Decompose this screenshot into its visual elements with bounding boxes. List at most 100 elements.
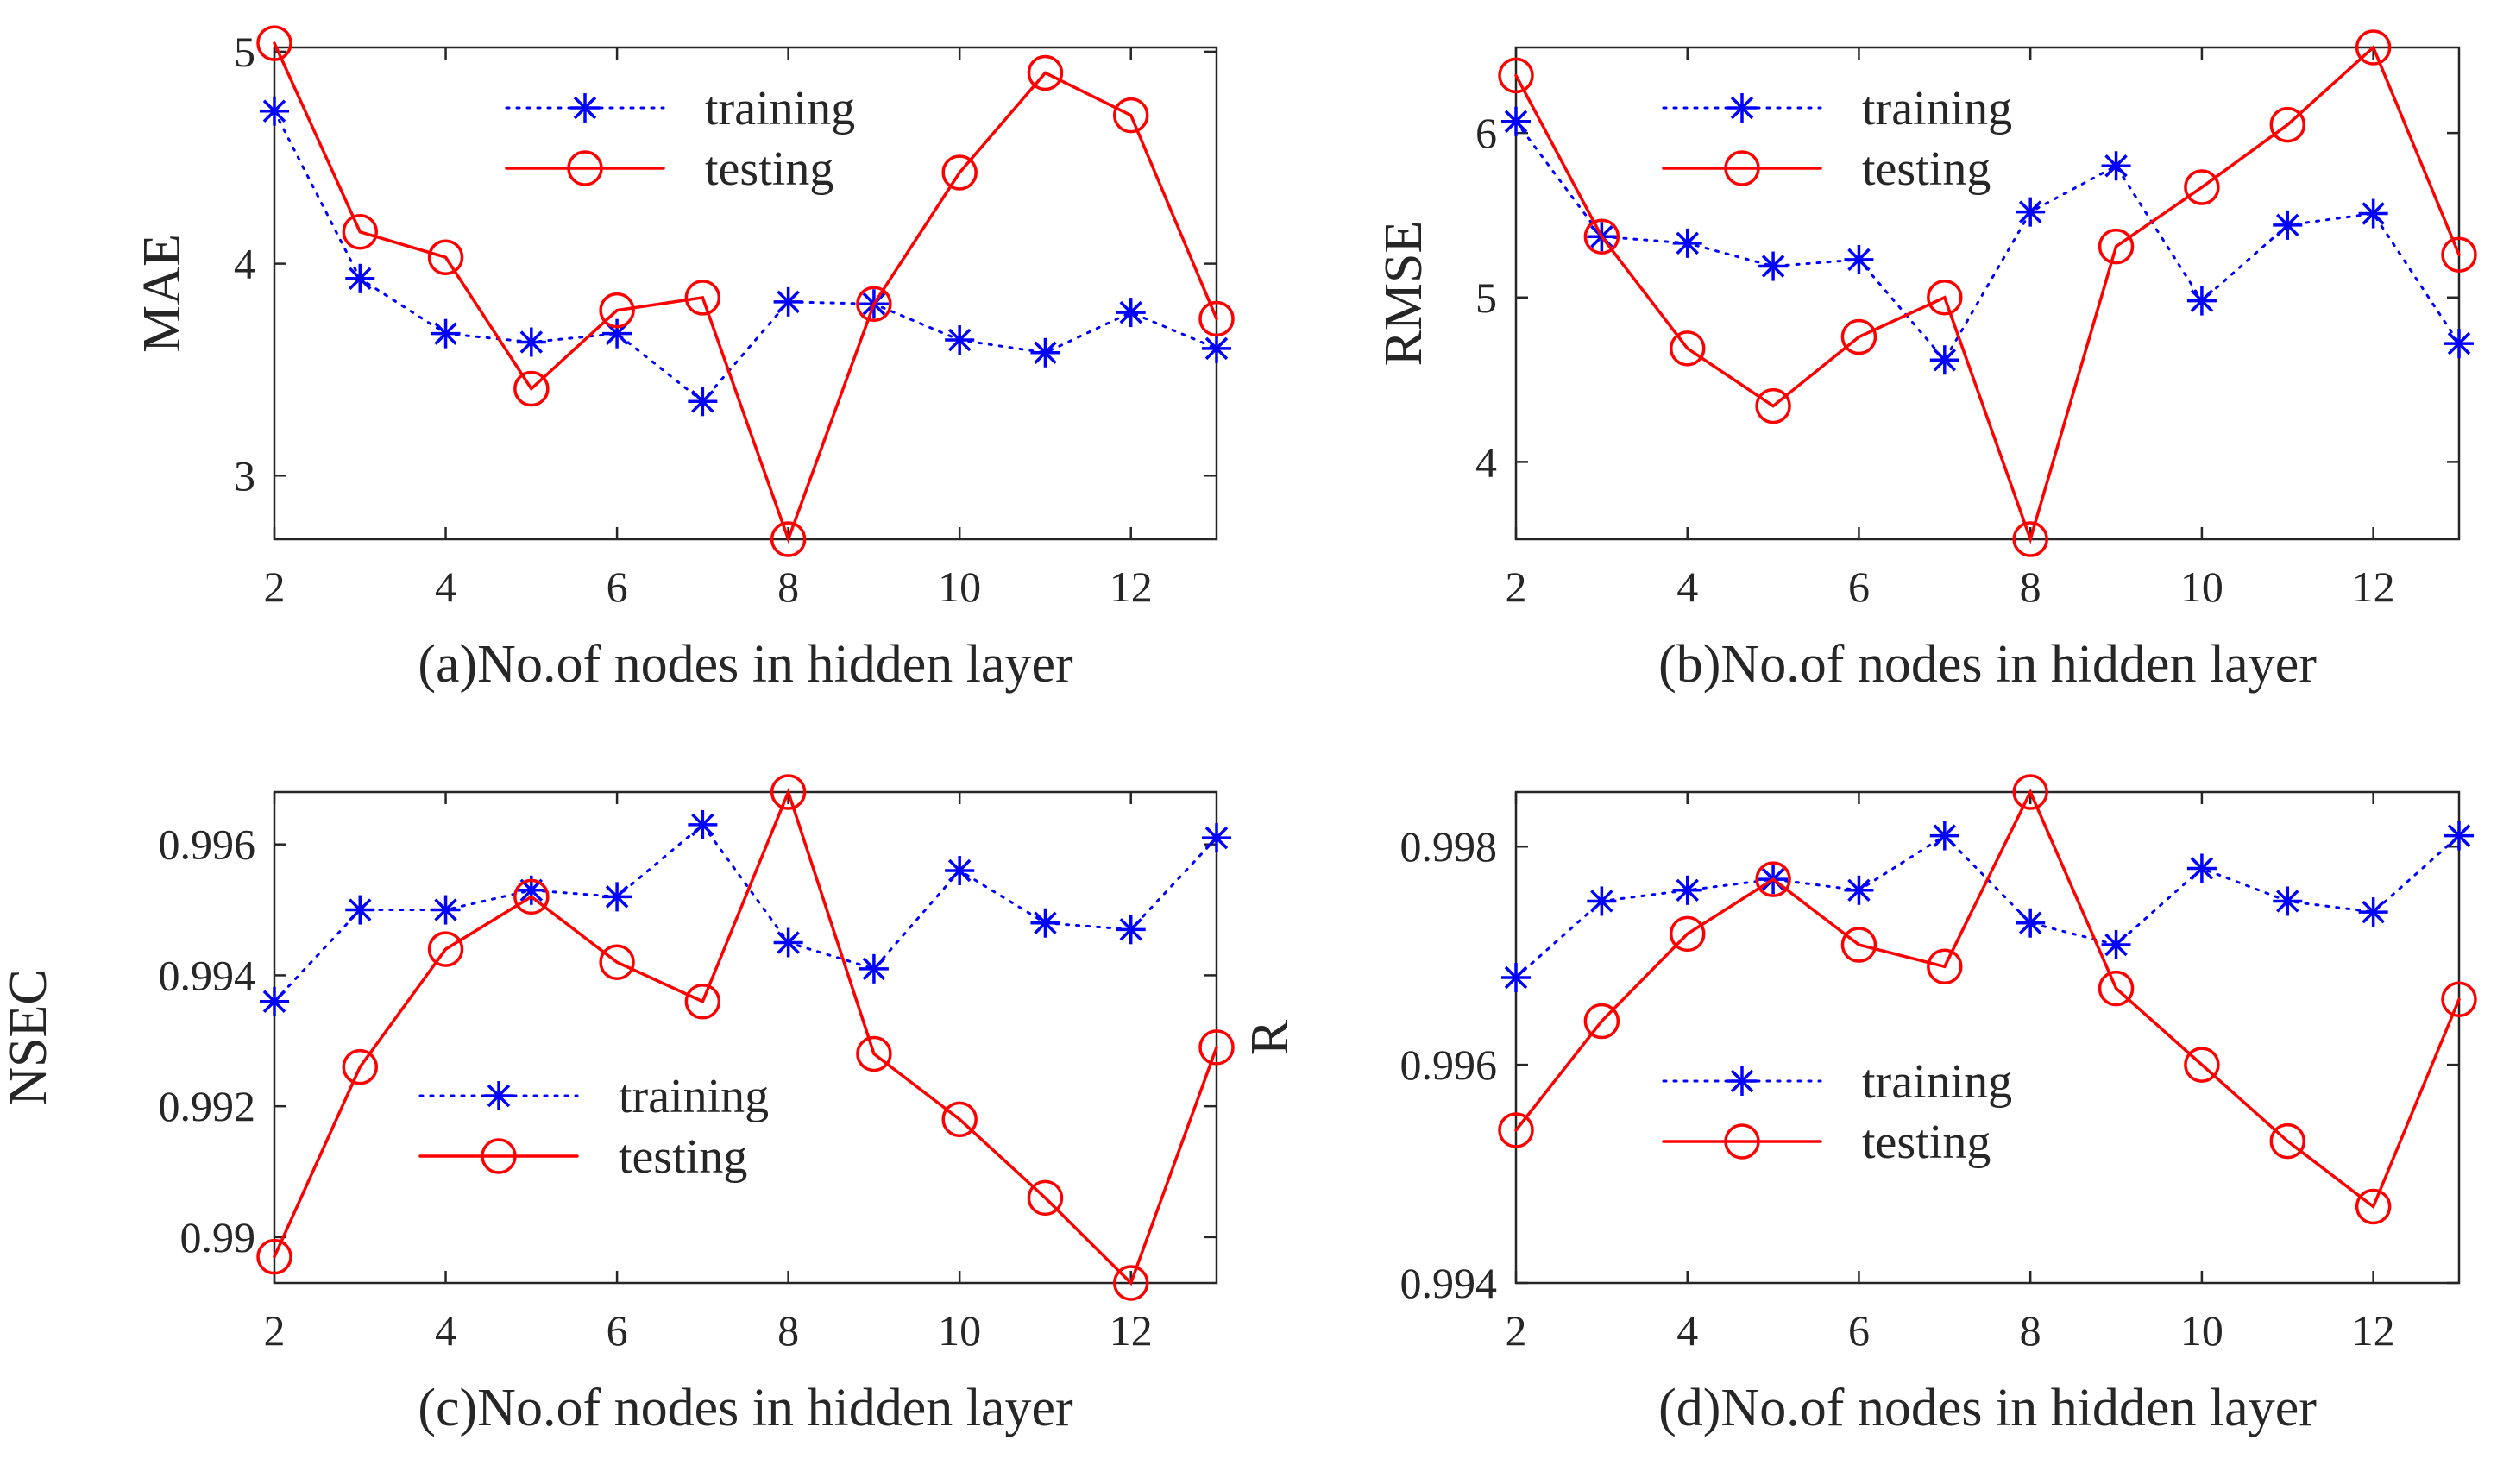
data-point-testing — [342, 1048, 379, 1085]
data-point-training — [2444, 329, 2474, 359]
data-point-testing — [1112, 97, 1149, 134]
data-point-training — [1202, 823, 1231, 853]
y-tick-label: 0.996 — [159, 821, 256, 869]
data-point-testing — [1198, 1029, 1235, 1066]
data-point-training — [1030, 908, 1060, 938]
x-tick-label: 8 — [777, 1306, 799, 1355]
chart-panel-a: 2 4 6 8 10 12 3 4 5 (a)No.of nodes in hidden laye… — [133, 25, 1235, 694]
x-tick-label: 12 — [1110, 563, 1153, 611]
data-point-training — [1672, 228, 1702, 258]
data-point-testing — [2012, 521, 2048, 557]
legend-marker-training — [484, 1081, 513, 1110]
data-point-testing — [427, 931, 464, 967]
chart-panel-b: 2 4 6 8 10 12 4 5 6 (b)No.of nodes in hidden laye… — [1374, 29, 2477, 694]
series-line-testing — [273, 787, 1218, 1286]
legend-marker-testing — [481, 1138, 517, 1174]
series-line-testing — [1514, 788, 2461, 1210]
data-point-testing — [2441, 236, 2477, 273]
data-point-training — [516, 327, 546, 357]
data-point-testing — [513, 370, 550, 407]
y-tick-label: 4 — [234, 240, 255, 288]
chart-panel-d: 2 4 6 8 10 12 0.994 0.996 0.998 (d)No.of nodes in… — [1241, 774, 2477, 1437]
data-point-testing — [1583, 1003, 1620, 1040]
data-point-training — [2186, 853, 2217, 883]
plot-area-frame — [273, 46, 1218, 541]
x-axis-label: (b)No.of nodes in hidden layer — [1658, 635, 2317, 694]
x-tick-label: 6 — [1848, 1306, 1870, 1355]
x-axis-label: (c)No.of nodes in hidden layer — [418, 1379, 1073, 1437]
data-point-testing — [1755, 861, 1791, 897]
data-point-training — [2273, 210, 2303, 240]
data-point-training — [345, 263, 375, 293]
data-point-testing — [770, 521, 807, 557]
data-point-training — [1929, 821, 1959, 851]
y-tick-label: 5 — [1475, 274, 1497, 322]
data-point-training — [1844, 244, 1874, 274]
data-point-training — [1030, 337, 1060, 368]
legend: training testing — [505, 82, 855, 196]
data-point-training — [431, 318, 461, 349]
data-point-testing — [2012, 774, 2048, 810]
data-point-training — [945, 325, 975, 355]
y-axis-label: MAE — [133, 234, 192, 353]
data-point-testing — [1112, 1265, 1149, 1301]
data-point-testing — [1027, 54, 1064, 91]
data-point-testing — [256, 1238, 292, 1275]
data-point-training — [2273, 886, 2303, 916]
data-point-testing — [342, 214, 379, 250]
legend: training testing — [418, 1070, 769, 1184]
data-point-training — [602, 882, 632, 912]
x-tick-label: 6 — [607, 1306, 628, 1355]
data-point-testing — [684, 280, 721, 316]
data-point-testing — [2184, 169, 2220, 205]
data-point-testing — [684, 984, 721, 1020]
x-tick-label: 2 — [1506, 563, 1527, 611]
data-point-testing — [1840, 318, 1877, 355]
y-tick-label: 0.998 — [1400, 822, 1498, 871]
data-point-testing — [1498, 1112, 1534, 1148]
legend-label-testing: testing — [619, 1130, 747, 1184]
x-tick-label: 2 — [264, 1306, 286, 1355]
data-point-testing — [2441, 981, 2477, 1017]
data-point-testing — [2355, 1188, 2392, 1225]
y-tick-label: 0.992 — [159, 1082, 256, 1130]
data-point-testing — [770, 774, 807, 810]
x-tick-label: 10 — [2180, 563, 2223, 611]
y-axis-label: RMSE — [1374, 221, 1433, 367]
x-tick-label: 10 — [938, 1306, 981, 1355]
data-point-testing — [2269, 1122, 2306, 1160]
legend-label-testing: testing — [705, 142, 833, 196]
data-point-training — [2016, 197, 2046, 227]
data-point-training — [2101, 151, 2131, 181]
legend: training testing — [1662, 82, 2012, 196]
data-point-testing — [256, 25, 292, 61]
data-point-testing — [1198, 300, 1235, 337]
y-tick-label: 5 — [234, 28, 255, 76]
data-point-training — [2358, 198, 2388, 229]
data-point-testing — [1669, 915, 1706, 953]
x-tick-label: 4 — [435, 563, 456, 611]
data-point-testing — [941, 154, 978, 191]
y-tick-label: 4 — [1475, 437, 1497, 486]
plot-area-frame — [1514, 790, 2461, 1285]
data-point-training — [260, 986, 289, 1016]
x-tick-label: 4 — [1676, 563, 1698, 611]
x-axis-label: (a)No.of nodes in hidden layer — [418, 635, 1073, 694]
data-point-testing — [1840, 927, 1877, 963]
legend-label-training: training — [1862, 1055, 2012, 1109]
x-tick-label: 8 — [777, 563, 799, 611]
legend-marker-testing — [1724, 1123, 1760, 1160]
y-tick-label: 0.994 — [1400, 1259, 1498, 1307]
legend-label-testing: testing — [1862, 142, 1991, 196]
x-tick-label: 10 — [938, 563, 981, 611]
data-point-training — [688, 387, 718, 417]
data-point-training — [2358, 897, 2388, 928]
data-point-training — [945, 856, 975, 886]
legend-label-training: training — [619, 1070, 769, 1123]
x-tick-label: 2 — [1506, 1306, 1527, 1355]
data-point-training — [1672, 875, 1702, 905]
data-point-training — [260, 96, 289, 126]
data-point-training — [1116, 298, 1146, 328]
data-point-testing — [1927, 948, 1963, 985]
